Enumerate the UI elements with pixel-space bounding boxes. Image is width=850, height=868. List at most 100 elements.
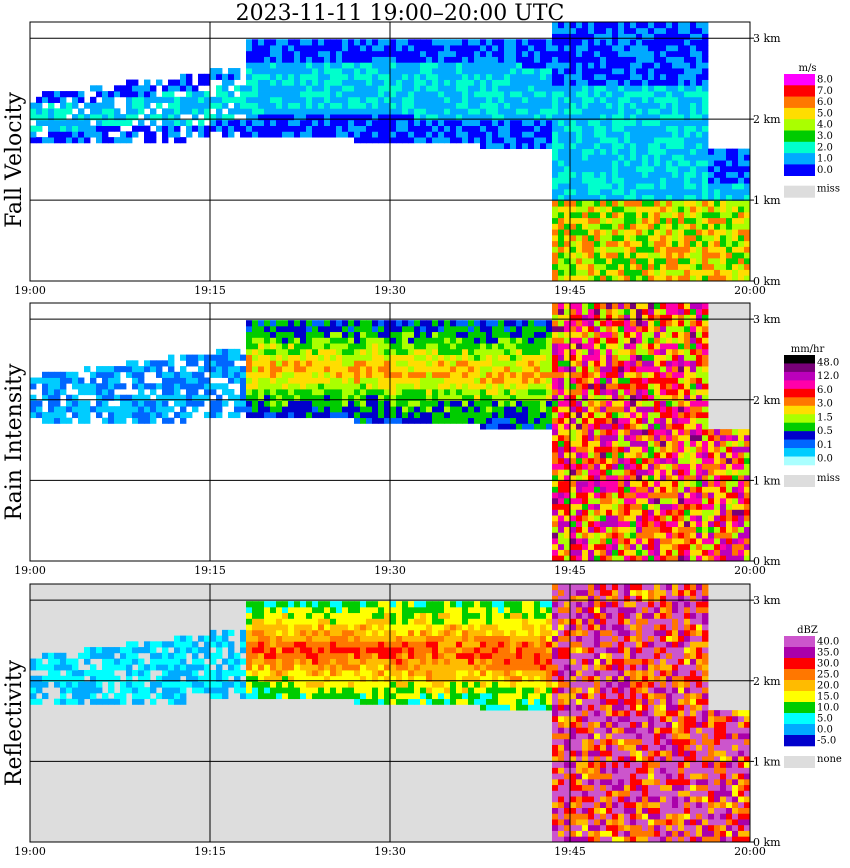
panel-2-legend-swatch <box>784 363 815 373</box>
panel-1-legend-swatch <box>784 164 815 176</box>
panel-1-legend-label: 6.0 <box>817 97 833 108</box>
panel-2-legend-label: 1.5 <box>817 412 833 423</box>
panel-3-legend-swatch <box>784 669 815 681</box>
panel-2-x-tick-label: 19:15 <box>194 564 226 577</box>
panel-2-legend-label: 12.0 <box>817 371 839 382</box>
panel-3-y-tick-label: 3 km <box>753 594 781 607</box>
panel-1-x-tick-label: 20:00 <box>734 284 766 297</box>
panel-2-x-tick-label: 19:45 <box>554 564 586 577</box>
panel-1-legend-swatch <box>784 85 815 97</box>
panel-3-legend-swatch <box>784 636 815 648</box>
panel-2-x-tick-label: 20:00 <box>734 564 766 577</box>
panel-2-legend-miss-swatch <box>784 475 815 487</box>
panel-2-legend-label: 6.0 <box>817 385 833 396</box>
panel-1-legend-label: 0.0 <box>817 165 833 176</box>
panel-3-legend-swatch <box>784 680 815 692</box>
panel-3-x-tick-label: 19:00 <box>14 845 46 858</box>
panel-1-legend-label: 7.0 <box>817 86 833 97</box>
panel-1-y-tick-label: 0 km <box>753 275 781 288</box>
panel-3-legend-label: -5.0 <box>817 735 836 746</box>
panel-2-legend-swatch <box>784 431 815 440</box>
panel-3-x-tick-label: 19:45 <box>554 845 586 858</box>
panel-1-x-tick-label: 19:00 <box>14 284 46 297</box>
panel-3-y-tick-label: 1 km <box>753 755 781 768</box>
panel-1-legend-swatch <box>784 74 815 86</box>
panel-1-legend-swatch <box>784 130 815 143</box>
panel-3-legend-label: 20.0 <box>817 680 839 691</box>
panel-3-y-tick-label: 2 km <box>753 675 781 688</box>
panel-1-legend-swatch <box>784 153 815 165</box>
panel-3-x-tick-label: 19:15 <box>194 845 226 858</box>
panel-1-x-tick-label: 19:45 <box>554 284 586 297</box>
panel-3-legend-label: 5.0 <box>817 713 833 724</box>
panel-2-x-tick-label: 19:30 <box>374 564 406 577</box>
panel-3-legend-swatch <box>784 713 815 725</box>
panel-2-legend-label: 0.0 <box>817 454 833 465</box>
panel-2-legend-swatch <box>784 439 815 449</box>
panel-2-y-tick-label: 3 km <box>753 313 781 326</box>
panel-3-legend-swatch <box>784 658 815 670</box>
panel-3-x-tick-label: 20:00 <box>734 845 766 858</box>
panel-3-legend-swatch <box>784 702 815 714</box>
panel-2-legend-swatch <box>784 405 815 415</box>
panel-1-legend-miss-swatch <box>784 185 815 198</box>
panel-1-legend-label: 2.0 <box>817 142 833 153</box>
panel-1-legend-swatch <box>784 119 815 131</box>
panel-1-x-tick-label: 19:15 <box>194 284 226 297</box>
panel-3-legend-miss-swatch <box>784 756 815 768</box>
panel-3-legend-label: 10.0 <box>817 702 839 713</box>
panel-3-legend-swatch <box>784 691 815 703</box>
panel-2-legend-swatch <box>784 388 815 398</box>
panel-2-frame <box>29 302 751 562</box>
panel-3-legend-label: 40.0 <box>817 636 839 647</box>
panel-1-frame <box>29 21 751 282</box>
panel-2-legend-swatch <box>784 371 815 381</box>
panel-2-legend-swatch <box>784 380 815 390</box>
panel-3-y-tick-label: 0 km <box>753 836 781 849</box>
panel-1-y-tick-label: 3 km <box>753 32 781 45</box>
panel-2-y-tick-label: 2 km <box>753 394 781 407</box>
panel-1-legend-label: 8.0 <box>817 74 833 85</box>
panel-3-legend-label: 15.0 <box>817 691 839 702</box>
panel-3-legend-swatch <box>784 647 815 659</box>
panel-3-frame <box>29 583 751 843</box>
panel-1-y-tick-label: 1 km <box>753 194 781 207</box>
panel-2-x-tick-label: 19:00 <box>14 564 46 577</box>
panel-2-legend-label: 0.5 <box>817 426 833 437</box>
panel-2-legend-swatch <box>784 355 815 364</box>
panel-2-y-tick-label: 0 km <box>753 555 781 568</box>
panel-2-legend-swatch <box>784 422 815 432</box>
panel-1-x-tick-label: 19:30 <box>374 284 406 297</box>
panel-3-legend-label: 0.0 <box>817 724 833 735</box>
panel-3-legend-label: 30.0 <box>817 658 839 669</box>
panel-2-legend-swatch <box>784 456 815 466</box>
panel-3-legend-swatch <box>784 724 815 736</box>
panel-1-echo-field <box>30 22 751 282</box>
panel-1-legend-label: 4.0 <box>817 120 833 131</box>
panel-3-legend-miss-label: none <box>817 754 842 765</box>
panel-1-legend-label: 5.0 <box>817 108 833 119</box>
panel-2-legend-label: 48.0 <box>817 357 839 368</box>
panel-3-legend-label: 35.0 <box>817 647 839 658</box>
panel-2-legend-unit: mm/hr <box>791 344 825 355</box>
panel-2-legend-swatch <box>784 414 815 423</box>
panel-3-legend-swatch <box>784 735 815 747</box>
panel-1-legend-label: 1.0 <box>817 154 833 165</box>
panel-2-legend-swatch <box>784 397 815 407</box>
panel-1-legend-swatch <box>784 107 815 120</box>
panel-2-legend-swatch <box>784 448 815 457</box>
panel-1-legend-miss-label: miss <box>817 184 840 195</box>
panel-3-legend-label: 25.0 <box>817 669 839 680</box>
panel-1-y-tick-label: 2 km <box>753 113 781 126</box>
panel-2-y-tick-label: 1 km <box>753 474 781 487</box>
panel-2-legend-miss-label: miss <box>817 473 840 484</box>
panel-3-legend-unit: dBZ <box>797 625 818 636</box>
panel-2-echo-field <box>30 303 751 562</box>
panel-3-echo-field <box>30 584 751 843</box>
panel-2-legend-label: 0.1 <box>817 440 833 451</box>
panel-1-legend-unit: m/s <box>799 63 817 74</box>
panel-1-legend-swatch <box>784 141 815 154</box>
panel-1-legend-label: 3.0 <box>817 131 833 142</box>
panel-3-x-tick-label: 19:30 <box>374 845 406 858</box>
